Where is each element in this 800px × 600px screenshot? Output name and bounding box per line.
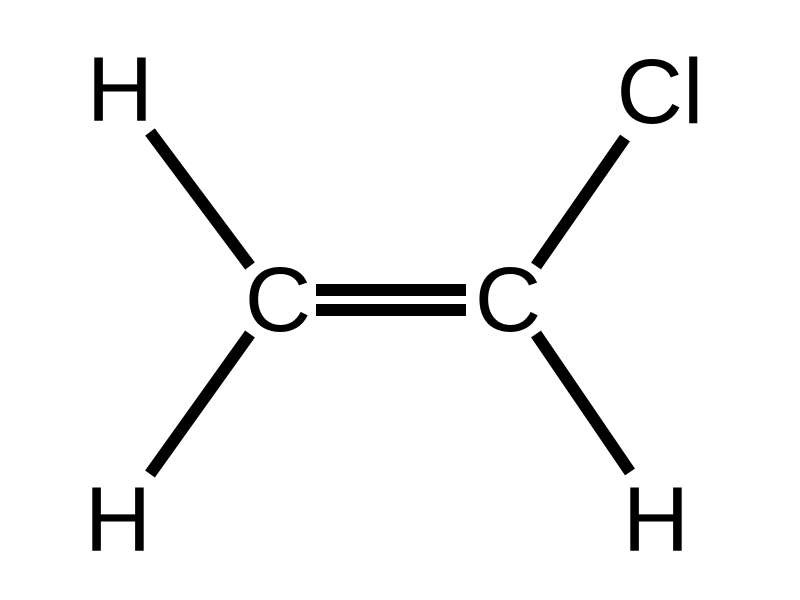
bond-single-3 — [536, 138, 625, 266]
molecule-diagram: C C H H Cl H — [0, 0, 800, 600]
atom-C2: C — [475, 249, 541, 351]
bond-single-2 — [150, 334, 250, 474]
atom-H_top_left: H — [87, 39, 153, 141]
atom-C1: C — [245, 249, 311, 351]
bond-single-1 — [150, 132, 250, 266]
atom-H_bot_left: H — [85, 469, 151, 571]
bond-single-4 — [536, 334, 630, 472]
atom-H_bot_right: H — [623, 469, 689, 571]
atom-Cl_top_right: Cl — [617, 41, 704, 143]
